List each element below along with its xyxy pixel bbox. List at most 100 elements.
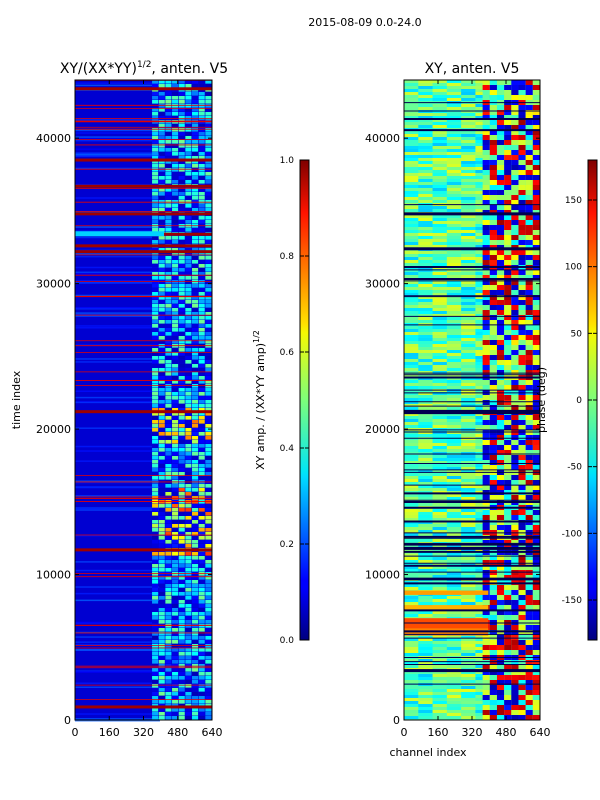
phase-cell — [432, 431, 448, 434]
amplitude-cell — [165, 180, 172, 184]
phase-cell — [432, 197, 448, 200]
phase-cell — [418, 584, 433, 587]
amplitude-cell — [178, 568, 185, 572]
phase-cell — [418, 482, 433, 485]
amplitude-cell — [165, 676, 172, 680]
phase-cell — [404, 464, 419, 467]
phase-cell — [432, 311, 448, 314]
phase-band-cell — [511, 165, 519, 170]
amplitude-streak — [75, 136, 160, 138]
phase-band-cell — [504, 270, 512, 275]
phase-cell — [432, 341, 448, 344]
amplitude-cell — [172, 168, 179, 172]
amplitude-cell — [192, 196, 199, 200]
phase-cell — [404, 92, 419, 95]
amplitude-cell — [192, 336, 199, 340]
phase-cell — [432, 98, 448, 101]
amplitude-cell — [192, 396, 199, 400]
amplitude-cell — [205, 436, 212, 440]
phase-cell — [446, 479, 462, 482]
phase-cell — [461, 344, 476, 347]
phase-cell — [418, 134, 433, 137]
phase-band-cell — [511, 225, 519, 230]
amplitude-cell — [172, 284, 179, 288]
phase-cell — [418, 653, 433, 656]
amplitude-cell — [165, 536, 172, 540]
phase-cell — [404, 131, 419, 134]
phase-band-cell — [525, 85, 533, 90]
phase-cell — [432, 119, 448, 122]
phase-cell — [446, 257, 462, 260]
amplitude-cell — [198, 540, 205, 544]
amplitude-cell — [172, 700, 179, 704]
phase-band-cell — [504, 380, 512, 385]
amplitude-cell — [152, 416, 159, 420]
phase-cell — [461, 512, 476, 515]
phase-band-cell — [482, 170, 490, 175]
phase-band-cell — [504, 285, 512, 290]
amplitude-cell — [205, 596, 212, 600]
amplitude-cell — [198, 164, 205, 168]
amplitude-cell — [178, 460, 185, 464]
amplitude-cell — [172, 380, 179, 384]
phase-band-cell — [525, 525, 533, 530]
phase-band-cell — [504, 205, 512, 210]
phase-band-cell — [489, 230, 497, 235]
amplitude-cell — [152, 356, 159, 360]
amplitude-cell — [178, 104, 185, 108]
phase-band-cell — [504, 640, 512, 645]
amplitude-cell — [158, 100, 165, 104]
phase-cell — [446, 245, 462, 248]
amplitude-cell — [198, 528, 205, 532]
phase-band-cell — [511, 105, 519, 110]
phase-cell — [461, 275, 476, 278]
x-tick-label: 160 — [428, 726, 449, 739]
phase-band-cell — [496, 670, 505, 675]
amplitude-cell — [172, 152, 179, 156]
phase-cell — [404, 311, 419, 314]
phase-cell — [446, 431, 462, 434]
phase-band-cell — [489, 90, 497, 95]
phase-band-cell — [511, 440, 519, 445]
amplitude-cell — [165, 636, 172, 640]
phase-cell — [418, 122, 433, 125]
phase-cell — [432, 260, 448, 263]
amplitude-cell — [178, 352, 185, 356]
phase-band-cell — [525, 635, 533, 640]
phase-cell — [461, 152, 476, 155]
amplitude-cell — [172, 348, 179, 352]
phase-cell — [418, 125, 433, 128]
phase-cell — [432, 680, 448, 683]
amplitude-cell — [172, 112, 179, 116]
amplitude-cell — [152, 700, 159, 704]
phase-cell — [418, 431, 433, 434]
phase-cell — [432, 317, 448, 320]
phase-cell — [446, 476, 462, 479]
amplitude-cell — [185, 392, 192, 396]
amplitude-cell — [152, 260, 159, 264]
amplitude-cell — [172, 536, 179, 540]
phase-band-cell — [511, 480, 519, 485]
phase-band-cell — [482, 495, 490, 500]
amplitude-cell — [158, 700, 165, 704]
phase-cell — [432, 512, 448, 515]
phase-band-cell — [525, 330, 533, 335]
phase-band-cell — [504, 450, 512, 455]
phase-cell — [404, 320, 419, 323]
phase-band-cell — [504, 180, 512, 185]
amplitude-cell — [172, 452, 179, 456]
amplitude-heatmap — [75, 79, 212, 722]
amplitude-cell — [185, 636, 192, 640]
phase-band-cell — [496, 640, 505, 645]
phase-cell — [432, 152, 448, 155]
amplitude-cell — [152, 160, 159, 164]
amplitude-cell — [178, 368, 185, 372]
amplitude-cell — [192, 392, 199, 396]
phase-cell — [418, 242, 433, 245]
phase-cell — [446, 650, 462, 653]
phase-cell — [404, 104, 419, 107]
amplitude-cell — [198, 552, 205, 556]
phase-cell — [446, 557, 462, 560]
amplitude-cell — [205, 496, 212, 500]
amplitude-cell — [192, 128, 199, 132]
